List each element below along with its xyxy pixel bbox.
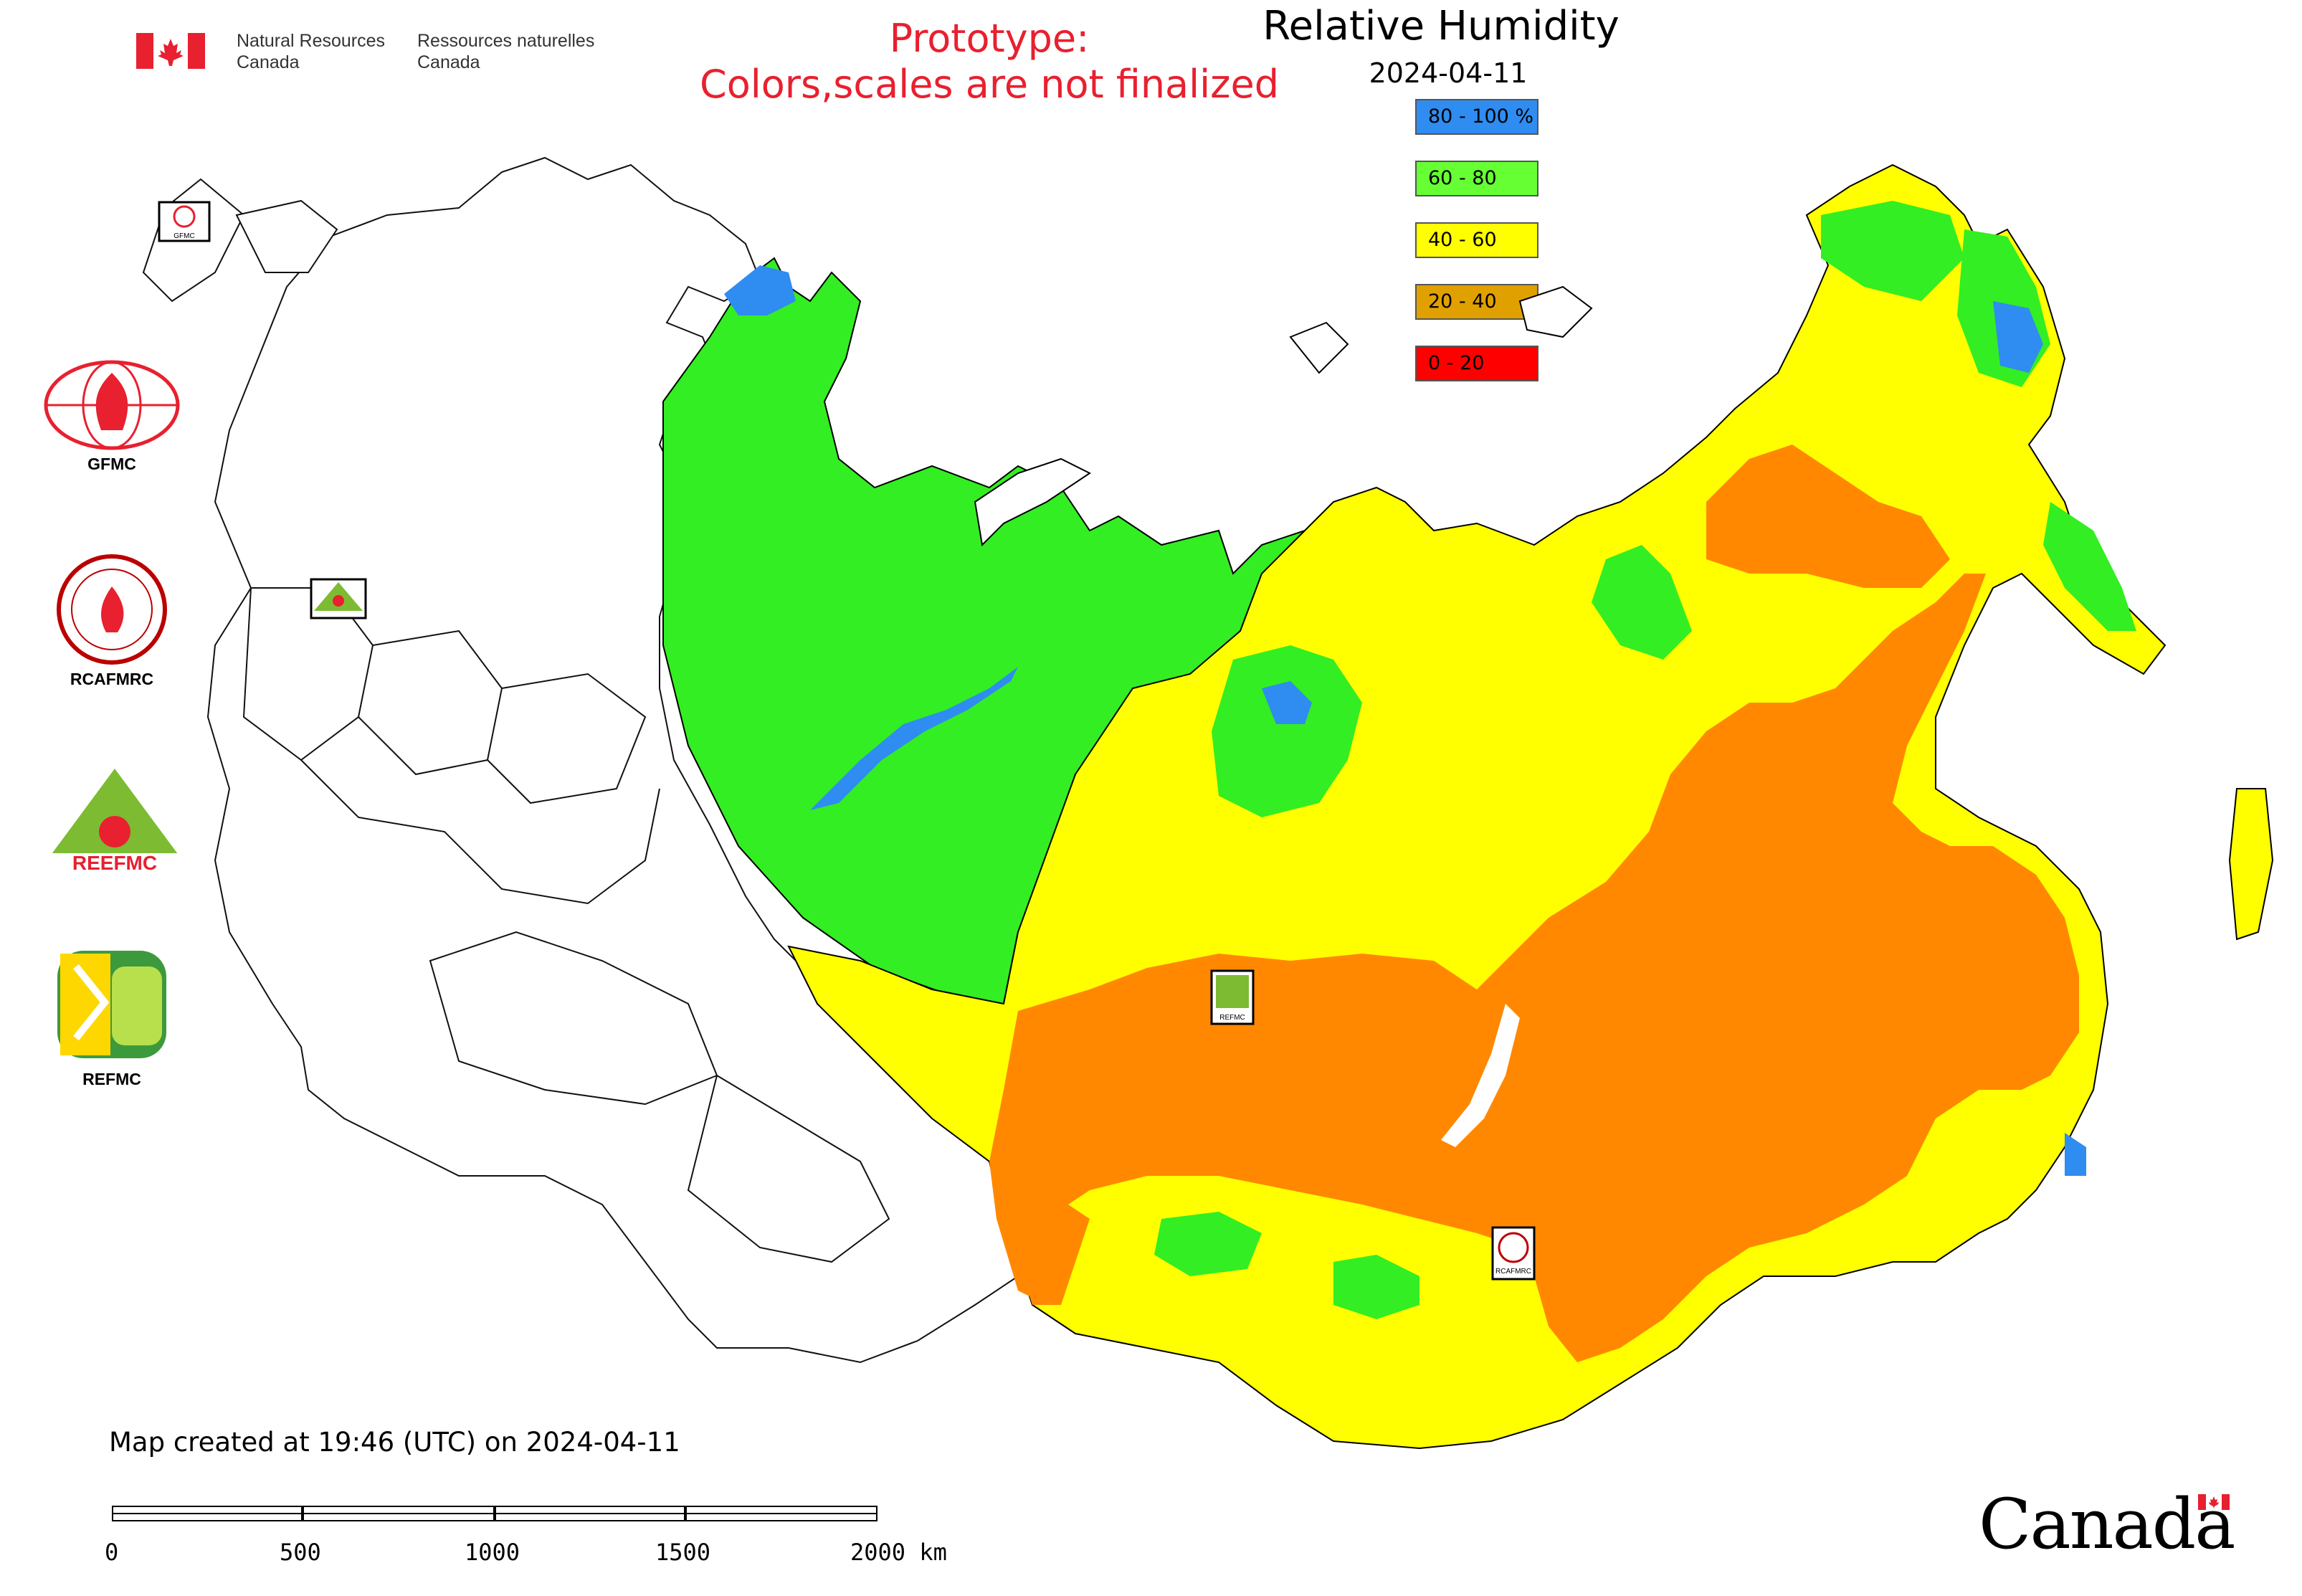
agency-fr-line2: Canada: [417, 52, 480, 72]
agency-en-line2: Canada: [237, 52, 300, 72]
island-severnaya: [1289, 321, 1349, 374]
agency-fr-line1: Ressources naturelles: [417, 31, 595, 51]
legend-item-20-40: 20 - 40: [1415, 284, 1538, 320]
very-humid-river: [810, 667, 1018, 810]
map-date: 2024-04-11: [1369, 57, 1528, 89]
reefmc-label: REEFMC: [72, 852, 158, 874]
island-nsi: [1518, 285, 1593, 338]
legend-item-0-20: 0 - 20: [1415, 346, 1538, 381]
scale-label-1500: 1500: [655, 1539, 711, 1566]
gfmc-globe-icon: [44, 360, 180, 450]
legend-label: 40 - 60: [1428, 229, 1497, 251]
humid-patch-chukotka: [1592, 545, 1692, 660]
map-marker-reefmc: [310, 578, 367, 619]
very-humid-sakhalin: [2065, 1133, 2086, 1176]
very-humid-kamchatka: [1993, 301, 2043, 373]
humid-patch-yakutia: [1212, 645, 1362, 817]
legend-label: 60 - 80: [1428, 167, 1497, 189]
dry-zone-kazakh: [1004, 1162, 1090, 1305]
rcafmrc-label: RCAFMRC: [70, 670, 154, 688]
marker-rcafmrc-icon: [1498, 1232, 1529, 1263]
rcafmrc-seal-icon: [57, 554, 167, 665]
humid-patch-far-east: [1821, 201, 1964, 301]
marker-gfmc-label: GFMC: [173, 232, 194, 240]
humidity-region: [662, 163, 2274, 1450]
canada-wordmark-text: Canada: [1979, 1484, 2235, 1564]
map-marker-gfmc: GFMC: [158, 201, 211, 242]
logo-rcafmrc: RCAFMRC: [40, 552, 184, 688]
legend-label: 0 - 20: [1428, 352, 1485, 374]
logo-refmc: REFMC: [40, 945, 184, 1088]
map-marker-refmc: REFMC: [1210, 969, 1255, 1025]
island-sakhalin: [2228, 788, 2274, 941]
legend-item-40-60: 40 - 60: [1415, 222, 1538, 258]
legend-item-60-80: 60 - 80: [1415, 161, 1538, 196]
marker-rcafmrc-label: RCAFMRC: [1495, 1268, 1531, 1276]
prototype-line2: Colors,scales are not finalized: [700, 62, 1279, 107]
map-marker-rcafmrc: RCAFMRC: [1491, 1226, 1536, 1281]
lake-baikal: [1441, 1004, 1520, 1147]
marker-refmc-label: REFMC: [1219, 1014, 1245, 1022]
gfmc-label: GFMC: [87, 455, 136, 473]
canada-flag-icon: [136, 33, 205, 69]
logo-gfmc: GFMC: [40, 358, 184, 480]
humid-patch-altai: [1154, 1212, 1262, 1276]
legend-item-80-100: 80 - 100 %: [1415, 99, 1538, 135]
very-humid-kola: [724, 265, 796, 315]
scale-label-500: 500: [280, 1539, 321, 1566]
map-created-text: Map created at 19:46 (UTC) on 2024-04-11: [109, 1427, 680, 1458]
humid-patch-sayan: [1333, 1255, 1419, 1319]
logo-reefmc: REEFMC: [36, 767, 194, 875]
canada-wordmark: Canada: [1979, 1484, 2251, 1570]
canada-wordmark-flag-icon: [2198, 1494, 2230, 1510]
marker-refmc-icon: [1216, 975, 1249, 1008]
prototype-warning: Prototype: Colors,scales are not finaliz…: [645, 16, 1333, 108]
government-signature: Natural Resources Canada Ressources natu…: [136, 30, 609, 80]
legend-label: 80 - 100 %: [1428, 105, 1534, 128]
scale-label-1000: 1000: [465, 1539, 520, 1566]
very-humid-yakutia: [1262, 681, 1312, 724]
island-novaya-zemlya: [974, 457, 1091, 547]
dry-zone-north-east: [1706, 445, 1950, 588]
scale-bar: [112, 1506, 886, 1534]
humid-patch-kamchatka-south: [2043, 502, 2136, 631]
prototype-line1: Prototype:: [889, 16, 1090, 61]
reefmc-triangle-icon: [39, 769, 191, 872]
refmc-label: REFMC: [82, 1070, 141, 1088]
scale-label-2000: 2000 km: [850, 1539, 947, 1566]
marker-gfmc-icon: [173, 205, 196, 228]
marker-gfmc-box: [158, 201, 211, 242]
map-title: Relative Humidity: [1262, 3, 1620, 49]
dry-zone-south: [989, 574, 2079, 1362]
agency-en-line1: Natural Resources: [237, 31, 386, 51]
legend-label: 20 - 40: [1428, 290, 1497, 313]
scale-label-0: 0: [105, 1539, 119, 1566]
refmc-sigma-icon: [57, 951, 166, 1058]
